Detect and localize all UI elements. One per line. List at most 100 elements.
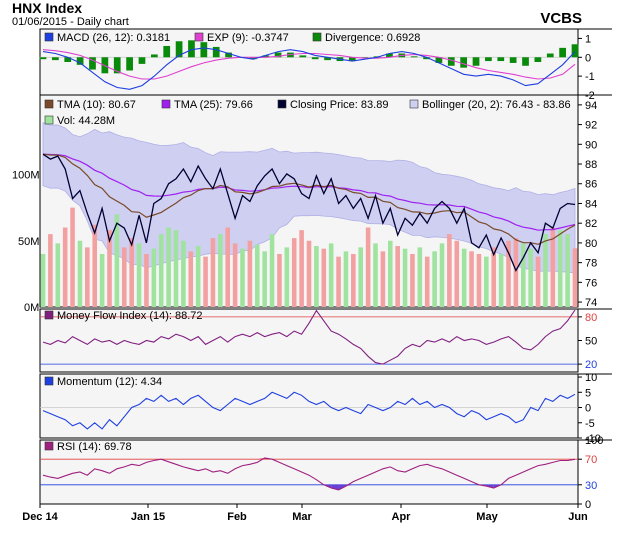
- legend-mfi-swatch: [44, 310, 54, 320]
- volume-bar: [225, 227, 231, 307]
- macd-divergence-bar: [126, 57, 133, 71]
- volume-bar: [314, 246, 319, 307]
- macd-divergence-bar: [571, 44, 579, 58]
- volume-bar: [343, 251, 349, 307]
- x-tick-label: Jan 15: [131, 511, 165, 523]
- macd-divergence-bar: [52, 57, 59, 61]
- macd-divergence-bar: [188, 40, 195, 58]
- volume-bar: [380, 251, 386, 307]
- tma10-line: [42, 153, 576, 245]
- macd-divergence-bar: [163, 45, 171, 58]
- macd-divergence-bar: [212, 46, 220, 58]
- volume-bar: [461, 248, 467, 307]
- volume-bar: [476, 254, 482, 307]
- volume-bar: [513, 238, 519, 307]
- volume-bar: [158, 234, 164, 307]
- macd-divergence-bar: [249, 57, 257, 60]
- volume-tick-label: 100M: [12, 170, 40, 182]
- volume-bar: [387, 240, 393, 307]
- legend-rsi-swatch: [44, 441, 54, 451]
- volume-bar: [328, 243, 334, 307]
- volume-bar: [550, 227, 556, 307]
- legend-momentum-label: Momentum (12): 4.34: [57, 376, 162, 388]
- volume-bar: [151, 248, 157, 307]
- x-tick-label: Dec 14: [22, 511, 58, 523]
- volume-bar: [336, 256, 341, 307]
- momentum-tick-label: 5: [585, 387, 591, 399]
- volume-bar: [535, 256, 541, 307]
- mfi-panel: [39, 308, 579, 373]
- price-tick-label: 78: [585, 258, 597, 270]
- volume-bar: [144, 254, 149, 307]
- volume-bar: [203, 256, 208, 307]
- legend-macd-swatch: [44, 32, 54, 42]
- volume-bar: [210, 238, 216, 307]
- macd-divergence-bar: [460, 57, 468, 68]
- legend-tma10-swatch: [44, 99, 54, 109]
- rsi-tick-label: 0: [585, 499, 591, 511]
- momentum-panel: [39, 373, 579, 439]
- macd-divergence-bar: [472, 57, 480, 66]
- macd-divergence-bar: [509, 57, 517, 63]
- macd-divergence-bar: [423, 57, 430, 60]
- chart-subtitle: 01/06/2015 - Daily chart: [12, 16, 129, 28]
- volume-bar: [424, 256, 430, 307]
- macd-tick-label: 0: [585, 52, 591, 64]
- macd-divergence-bar: [410, 56, 418, 58]
- legend-divergence-swatch: [312, 32, 322, 42]
- macd-divergence-bar: [447, 57, 455, 66]
- volume-bar: [417, 247, 423, 307]
- volume-bar: [269, 234, 275, 307]
- volume-bar: [195, 246, 201, 307]
- x-tick-label: May: [476, 511, 498, 523]
- mfi-tick-label: 80: [585, 312, 597, 324]
- volume-bar: [358, 247, 364, 307]
- macd-line: [42, 47, 576, 90]
- volume-bar: [543, 234, 548, 307]
- mfi-line: [42, 309, 576, 365]
- rsi-tick-label: 70: [585, 454, 597, 466]
- volume-bar: [247, 240, 253, 307]
- momentum-tick-label: -5: [585, 418, 595, 430]
- momentum-tick-label: -10: [585, 433, 601, 445]
- volume-bar: [373, 243, 378, 307]
- price-tick-label: 92: [585, 120, 597, 132]
- volume-tick-label: 0M: [24, 302, 39, 314]
- rsi-tick-label: 100: [585, 435, 603, 447]
- price-tick-label: 94: [585, 100, 597, 112]
- volume-bar: [365, 227, 371, 307]
- x-tick-label: Mar: [292, 511, 312, 523]
- volume-bar: [62, 227, 68, 307]
- momentum-tick-label: 0: [585, 403, 591, 415]
- volume-bar: [277, 254, 282, 307]
- macd-divergence-bar: [39, 57, 47, 60]
- rsi-tick-label: 30: [585, 480, 597, 492]
- macd-divergence-bar: [150, 54, 158, 58]
- macd-divergence-bar: [113, 57, 121, 74]
- volume-bar: [166, 227, 171, 307]
- volume-bar: [232, 243, 238, 307]
- price-tick-label: 74: [585, 297, 597, 309]
- volume-bar: [77, 240, 83, 307]
- legend-bollinger-swatch: [409, 99, 419, 109]
- price-tick-label: 82: [585, 218, 597, 230]
- legend-bollinger-label: Bollinger (20, 2): 76.43 - 83.86: [422, 99, 571, 111]
- macd-divergence-bar: [89, 57, 96, 70]
- legend-exp-swatch: [194, 32, 204, 42]
- macd-divergence-bar: [311, 57, 319, 60]
- volume-bar: [284, 247, 290, 307]
- volume-bar: [410, 254, 415, 307]
- volume-bar: [188, 251, 194, 307]
- mfi-tick-label: 50: [585, 336, 597, 348]
- mfi-tick-label: 20: [585, 359, 597, 371]
- volume-bar: [528, 248, 533, 307]
- volume-bar: [439, 243, 445, 307]
- volume-tick-label: 50M: [18, 236, 39, 248]
- macd-divergence-bar: [522, 57, 529, 66]
- volume-bar: [491, 247, 497, 307]
- volume-bar: [240, 248, 245, 307]
- volume-bar: [121, 247, 127, 307]
- volume-bar: [70, 207, 75, 307]
- macd-divergence-bar: [485, 57, 492, 62]
